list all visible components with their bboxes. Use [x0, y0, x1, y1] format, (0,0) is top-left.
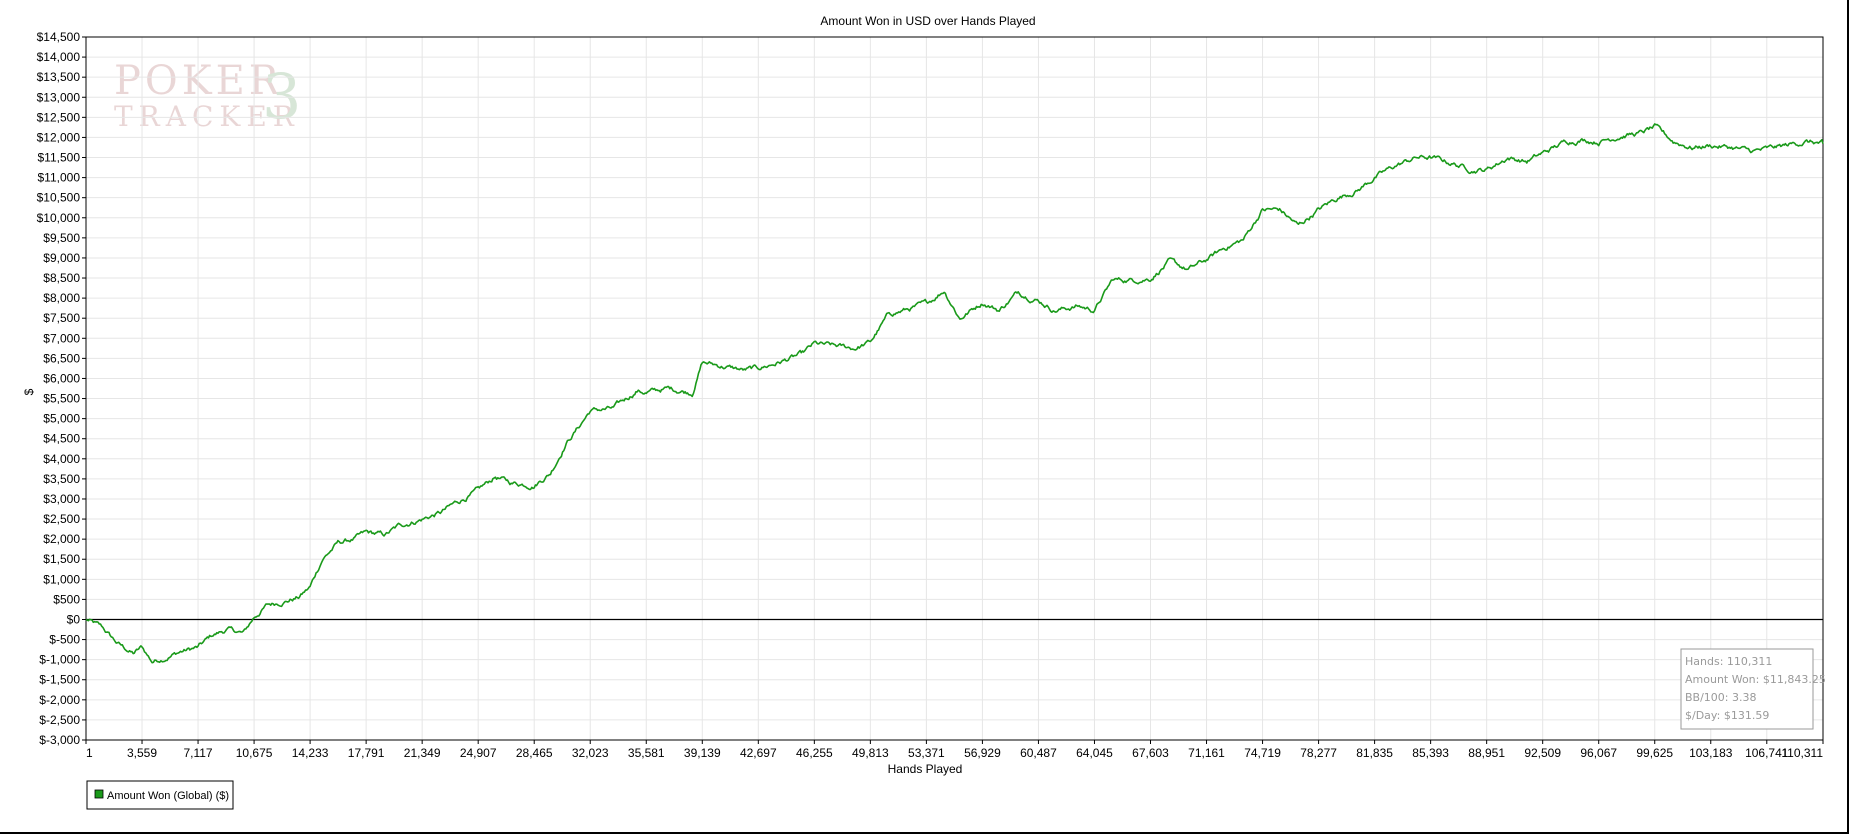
stat-amount-won: Amount Won: $11,843.25 — [1685, 673, 1826, 686]
y-tick-label: $-1,500 — [39, 673, 80, 687]
y-tick-label: $6,500 — [43, 351, 80, 365]
x-tick-label: 85,393 — [1412, 746, 1449, 760]
logo-word-tracker: TRACKER — [114, 100, 300, 133]
chart-title: Amount Won in USD over Hands Played — [820, 14, 1035, 28]
y-tick-label: $9,000 — [43, 251, 80, 265]
x-axis-label: Hands Played — [888, 762, 963, 776]
y-tick-label: $14,000 — [37, 50, 81, 64]
x-tick-label: 67,603 — [1132, 746, 1169, 760]
y-tick-label: $3,500 — [43, 472, 80, 486]
y-tick-label: $12,500 — [37, 110, 81, 124]
y-tick-label: $9,500 — [43, 231, 80, 245]
y-tick-label: $1,000 — [43, 572, 80, 586]
x-tick-label: 10,675 — [236, 746, 273, 760]
y-tick-label: $500 — [53, 592, 80, 606]
x-tick-label: 88,951 — [1468, 746, 1505, 760]
x-tick-label: 106,741 — [1745, 746, 1789, 760]
x-tick-label: 24,907 — [460, 746, 497, 760]
x-tick-label: 7,117 — [183, 746, 212, 760]
y-tick-label: $3,000 — [43, 492, 80, 506]
y-axis: $14,500 $14,000 $13,500 $13,000 $12,500 $12,0… — [37, 30, 86, 747]
y-tick-label: $11,500 — [38, 151, 81, 165]
y-tick-label: $2,500 — [43, 512, 80, 526]
y-tick-label: $7,000 — [43, 331, 80, 345]
x-tick-label: 1 — [86, 746, 93, 760]
y-tick-label: $14,500 — [37, 30, 81, 44]
y-tick-label: $4,500 — [43, 432, 80, 446]
y-tick-label: $0 — [67, 612, 81, 626]
poker-tracker-logo: POKER TRACKER 3 — [114, 58, 301, 133]
series-line-amount-won — [85, 123, 1824, 664]
y-tick-label: $7,500 — [43, 311, 80, 325]
y-tick-label: $-1,000 — [39, 653, 80, 667]
x-tick-label: 17,791 — [348, 746, 385, 760]
x-tick-label: 74,719 — [1244, 746, 1281, 760]
stats-box-border — [1680, 648, 1814, 730]
x-tick-label: 49,813 — [852, 746, 889, 760]
stat-bb-per-100: BB/100: 3.38 — [1685, 691, 1757, 704]
x-tick-label: 81,835 — [1356, 746, 1393, 760]
y-tick-label: $4,000 — [43, 452, 80, 466]
y-tick-label: $8,500 — [43, 271, 80, 285]
y-tick-label: $-2,500 — [39, 713, 80, 727]
x-tick-label: 3,559 — [127, 746, 157, 760]
x-tick-label: 21,349 — [404, 746, 441, 760]
x-tick-label: 53,371 — [908, 746, 945, 760]
stats-box: Hands: 110,311 Amount Won: $11,843.25 BB… — [1680, 648, 1826, 730]
y-tick-label: $8,000 — [43, 291, 80, 305]
x-tick-label: 56,929 — [964, 746, 1001, 760]
y-tick-label: $11,000 — [38, 171, 81, 185]
y-tick-label: $2,000 — [43, 532, 80, 546]
logo-digit: 3 — [262, 60, 301, 133]
x-tick-label: 60,487 — [1020, 746, 1057, 760]
y-axis-label: $ — [22, 388, 36, 395]
x-tick-label: 46,255 — [796, 746, 833, 760]
x-tick-label: 92,509 — [1524, 746, 1561, 760]
y-tick-label: $10,000 — [37, 211, 81, 225]
stat-per-day: $/Day: $131.59 — [1685, 709, 1769, 722]
x-tick-label: 39,139 — [684, 746, 721, 760]
y-tick-label: $5,000 — [43, 412, 80, 426]
grid — [85, 36, 1824, 741]
x-tick-label: 110,311 — [1781, 746, 1823, 760]
logo-word-poker: POKER — [114, 58, 283, 104]
y-tick-label: $6,000 — [43, 371, 80, 385]
x-tick-label: 35,581 — [628, 746, 665, 760]
x-tick-label: 78,277 — [1300, 746, 1337, 760]
y-tick-label: $-500 — [49, 633, 80, 647]
legend-swatch — [94, 789, 104, 799]
y-tick-label: $13,000 — [37, 90, 81, 104]
y-tick-label: $12,000 — [37, 130, 81, 144]
x-tick-label: 42,697 — [740, 746, 777, 760]
y-tick-label: $5,500 — [43, 392, 80, 406]
x-tick-label: 64,045 — [1076, 746, 1113, 760]
plot-border — [85, 36, 1824, 741]
x-tick-label: 14,233 — [292, 746, 329, 760]
x-tick-label: 99,625 — [1636, 746, 1673, 760]
y-tick-label: $-3,000 — [39, 733, 80, 747]
x-tick-label: 28,465 — [516, 746, 553, 760]
y-tick-label: $10,500 — [37, 191, 81, 205]
y-tick-label: $-2,000 — [39, 693, 80, 707]
legend: Amount Won (Global) ($) — [86, 780, 234, 810]
x-tick-label: 103,183 — [1689, 746, 1733, 760]
legend-label: Amount Won (Global) ($) — [107, 790, 229, 802]
x-tick-label: 32,023 — [572, 746, 609, 760]
x-axis: 1 3,559 7,117 10,675 14,233 17,791 21,349 24,90… — [85, 740, 1824, 760]
legend-border — [86, 780, 234, 810]
x-tick-label: 96,067 — [1580, 746, 1617, 760]
y-tick-label: $13,500 — [37, 70, 81, 84]
x-tick-label: 71,161 — [1188, 746, 1225, 760]
y-tick-label: $1,500 — [43, 552, 80, 566]
stat-hands: Hands: 110,311 — [1685, 655, 1772, 668]
